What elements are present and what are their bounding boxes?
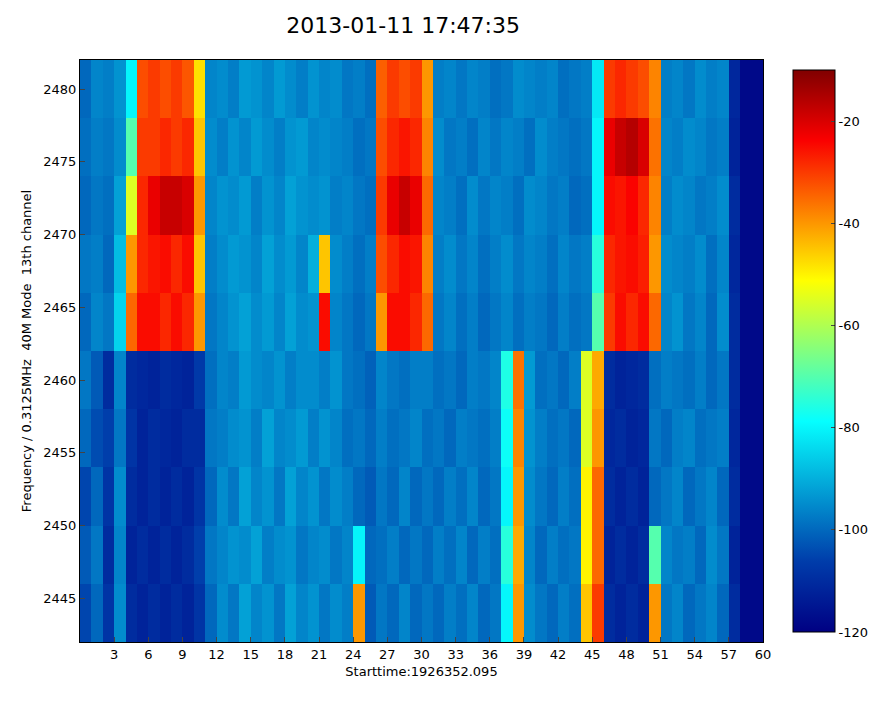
svg-text:-20: -20 <box>839 114 860 129</box>
svg-text:Starttime:1926352.095: Starttime:1926352.095 <box>345 664 497 679</box>
svg-text:2455: 2455 <box>43 445 76 460</box>
svg-text:2475: 2475 <box>43 154 76 169</box>
svg-text:60: 60 <box>755 647 772 662</box>
svg-text:3: 3 <box>110 647 118 662</box>
svg-text:2465: 2465 <box>43 300 76 315</box>
svg-text:30: 30 <box>413 647 430 662</box>
svg-text:36: 36 <box>482 647 499 662</box>
svg-text:27: 27 <box>379 647 396 662</box>
svg-text:42: 42 <box>550 647 567 662</box>
svg-text:12: 12 <box>208 647 225 662</box>
svg-text:Frequency / 0.3125MHz 40M Mod: Frequency / 0.3125MHz 40M Mode 13th chan… <box>19 190 34 512</box>
svg-text:2480: 2480 <box>43 82 76 97</box>
svg-text:-60: -60 <box>839 318 860 333</box>
svg-text:9: 9 <box>178 647 186 662</box>
svg-text:33: 33 <box>447 647 464 662</box>
svg-text:2450: 2450 <box>43 518 76 533</box>
svg-text:2460: 2460 <box>43 373 76 388</box>
svg-text:-120: -120 <box>839 625 869 640</box>
svg-text:24: 24 <box>345 647 362 662</box>
svg-text:51: 51 <box>652 647 669 662</box>
svg-text:45: 45 <box>584 647 601 662</box>
svg-text:6: 6 <box>144 647 152 662</box>
svg-text:15: 15 <box>242 647 259 662</box>
svg-text:-100: -100 <box>839 522 869 537</box>
svg-text:54: 54 <box>686 647 703 662</box>
svg-text:-80: -80 <box>839 420 860 435</box>
svg-text:2445: 2445 <box>43 591 76 606</box>
svg-text:21: 21 <box>311 647 328 662</box>
svg-text:18: 18 <box>277 647 294 662</box>
svg-text:2470: 2470 <box>43 227 76 242</box>
svg-text:2013-01-11 17:47:35: 2013-01-11 17:47:35 <box>286 13 520 38</box>
svg-text:-40: -40 <box>839 216 860 231</box>
svg-text:48: 48 <box>618 647 635 662</box>
svg-text:57: 57 <box>721 647 738 662</box>
svg-text:39: 39 <box>516 647 533 662</box>
